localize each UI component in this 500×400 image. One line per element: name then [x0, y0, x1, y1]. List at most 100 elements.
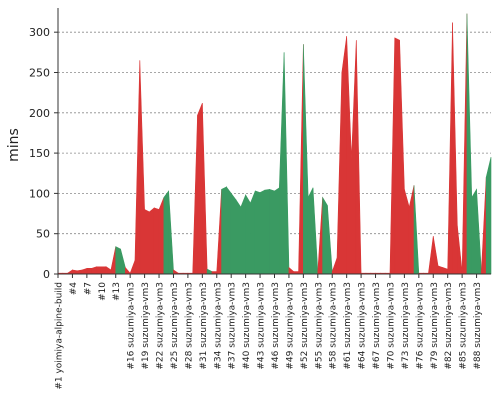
area-segment-42: [254, 190, 261, 275]
area-segment-60: [341, 36, 347, 275]
area-segment-8: [91, 266, 97, 275]
area-segment-57: [327, 205, 333, 275]
y-axis-label: mins: [6, 128, 22, 162]
build-duration-series: [57, 13, 492, 275]
area-segment-55: [317, 197, 323, 275]
area-segment-56: [322, 196, 328, 275]
y-tick-label-0: 0: [43, 268, 50, 281]
area-segment-63: [355, 40, 362, 275]
area-segment-74: [408, 185, 415, 275]
y-tick-label-250: 250: [29, 66, 50, 79]
area-segment-5: [76, 269, 83, 275]
area-segment-23: [163, 190, 169, 275]
area-segment-82: [447, 22, 453, 275]
area-segment-81: [442, 267, 448, 275]
x-tick-label-24: #70 suzumiya-vm3: [386, 282, 396, 370]
area-segment-88: [476, 189, 482, 275]
y-tick-label-150: 150: [29, 147, 50, 160]
area-segment-61: [346, 36, 352, 275]
area-segment-20: [149, 207, 155, 275]
area-segment-37: [230, 192, 237, 275]
area-segment-84: [457, 225, 463, 275]
area-segment-29: [192, 115, 198, 275]
area-segment-3: [67, 269, 73, 275]
x-tick-label-5: #13: [112, 282, 122, 301]
area-segment-73: [404, 189, 410, 275]
y-tick-label-100: 100: [29, 187, 50, 200]
area-segment-32: [206, 268, 213, 275]
y-tick-label-200: 200: [29, 107, 50, 120]
area-segment-78: [428, 236, 434, 275]
area-segment-45: [269, 188, 275, 275]
area-segment-62: [351, 40, 357, 275]
x-tick-label-23: #67 suzumiya-vm3: [372, 282, 382, 370]
area-segment-34: [216, 189, 222, 275]
area-segment-31: [202, 103, 208, 275]
area-segment-9: [96, 266, 102, 275]
area-segment-11: [105, 266, 112, 275]
area-segment-71: [394, 37, 400, 275]
area-segment-17: [134, 60, 141, 275]
x-tick-label-28: #82 suzumiya-vm3: [444, 282, 454, 370]
area-segment-18: [139, 60, 145, 275]
x-tick-label-10: #28 suzumiya-vm3: [184, 282, 194, 370]
x-tick-label-4: #10: [98, 282, 108, 301]
area-segment-13: [115, 246, 121, 275]
area-segment-43: [259, 189, 266, 275]
x-tick-label-20: #58 suzumiya-vm3: [329, 282, 339, 370]
x-tick-label-12: #34 suzumiya-vm3: [213, 282, 223, 370]
area-segment-49: [288, 266, 295, 275]
area-segment-25: [173, 269, 179, 275]
area-segment-85: [461, 13, 468, 275]
area-segment-6: [81, 267, 88, 275]
x-tick-label-25: #73 suzumiya-vm3: [401, 282, 411, 370]
area-segment-70: [389, 37, 396, 275]
area-segment-35: [221, 186, 227, 275]
area-segment-48: [283, 52, 290, 275]
area-segment-46: [274, 187, 280, 275]
area-segment-40: [245, 193, 251, 275]
area-segment-16: [129, 260, 136, 275]
x-tick-label-2: #4: [69, 282, 79, 296]
y-tick-labels: 0 50 100 150 200 250 300: [29, 26, 50, 281]
area-segment-30: [197, 103, 203, 275]
area-segment-52: [303, 44, 309, 275]
area-segment-7: [86, 268, 92, 275]
y-tick-label-50: 50: [36, 228, 50, 241]
x-tick-label-6: #16 suzumiya-vm3: [127, 282, 137, 370]
x-tick-label-27: #79 suzumiya-vm3: [430, 282, 440, 370]
x-tick-label-15: #43 suzumiya-vm3: [257, 282, 267, 370]
x-tick-label-9: #25 suzumiya-vm3: [170, 282, 180, 370]
x-tick-label-8: #22 suzumiya-vm3: [156, 282, 166, 370]
y-tick-label-300: 300: [29, 26, 50, 39]
x-tick-label-3: #7: [83, 282, 93, 295]
area-segment-79: [432, 236, 439, 275]
x-tick-label-16: #46 suzumiya-vm3: [271, 282, 281, 370]
area-segment-80: [437, 265, 444, 275]
area-segment-58: [331, 257, 338, 275]
x-tick-label-17: #49 suzumiya-vm3: [285, 282, 295, 370]
axes: [54, 8, 491, 278]
area-segment-44: [264, 189, 270, 275]
x-tick-label-21: #61 suzumiya-vm3: [343, 282, 353, 370]
x-tick-label-11: #31 suzumiya-vm3: [199, 282, 209, 370]
area-segment-54: [312, 187, 319, 275]
x-tick-label-14: #40 suzumiya-vm3: [242, 282, 252, 370]
area-segment-51: [298, 44, 304, 275]
area-segment-86: [466, 13, 473, 275]
x-tick-label-26: #76 suzumiya-vm3: [415, 282, 425, 370]
area-segment-53: [307, 187, 314, 275]
x-tick-label-18: #52 suzumiya-vm3: [300, 282, 310, 370]
x-tick-label-22: #64 suzumiya-vm3: [358, 282, 368, 370]
x-tick-label-29: #85 suzumiya-vm3: [459, 282, 469, 370]
area-segment-87: [471, 188, 477, 275]
area-segment-38: [235, 198, 242, 275]
area-segment-21: [153, 207, 160, 275]
area-segment-59: [336, 72, 343, 275]
area-segment-19: [144, 209, 150, 275]
area-segment-72: [399, 40, 405, 275]
x-tick-label-13: #37 suzumiya-vm3: [228, 282, 238, 370]
area-segment-12: [110, 246, 117, 275]
area-segment-4: [72, 269, 78, 275]
